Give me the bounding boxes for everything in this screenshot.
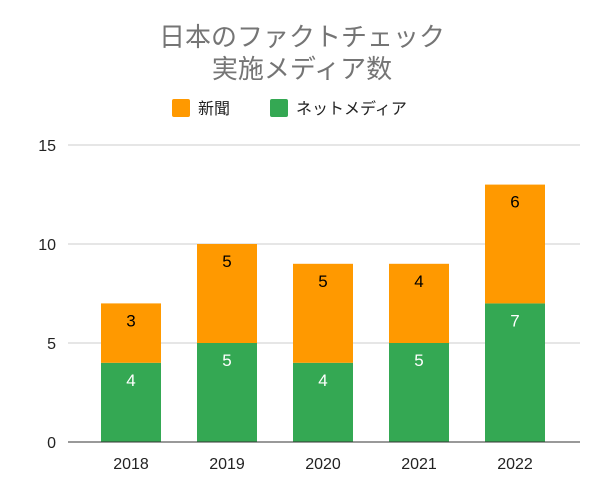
bars <box>101 184 545 442</box>
data-label-newspaper-2022: 6 <box>510 193 519 212</box>
legend: 新聞 ネットメディア <box>172 99 407 118</box>
data-label-net-media-2018: 4 <box>126 371 135 390</box>
y-tick-label: 0 <box>47 435 56 452</box>
bar-newspaper-2021 <box>389 263 449 343</box>
data-label-newspaper-2018: 3 <box>126 311 135 330</box>
legend-swatch-net-media <box>270 99 288 117</box>
bar-newspaper-2022 <box>485 184 545 304</box>
data-label-newspaper-2019: 5 <box>222 252 231 271</box>
bar-net-media-2022 <box>485 303 545 442</box>
data-label-net-media-2021: 5 <box>414 351 423 370</box>
data-label-net-media-2019: 5 <box>222 351 231 370</box>
bar-newspaper-2019 <box>197 244 257 343</box>
x-tick-label: 2020 <box>305 456 341 473</box>
x-tick-label: 2021 <box>401 456 437 473</box>
x-axis: 2018 2019 2020 2021 2022 <box>68 441 580 473</box>
y-tick-label: 10 <box>38 237 56 254</box>
bar-net-media-2020 <box>293 362 353 442</box>
legend-swatch-newspaper <box>172 99 190 117</box>
y-tick-label: 15 <box>38 138 56 155</box>
data-label-newspaper-2021: 4 <box>414 272 423 291</box>
chart-title-line-2: 実施メディア数 <box>212 55 392 85</box>
chart-title-line-1: 日本のファクトチェック <box>159 23 445 53</box>
bar-newspaper-2020 <box>293 263 353 363</box>
data-labels: 4 3 5 5 4 5 5 4 7 6 <box>126 193 519 390</box>
bar-net-media-2021 <box>389 343 449 442</box>
legend-label-net-media: ネットメディア <box>296 99 407 118</box>
x-tick-label: 2022 <box>497 456 533 473</box>
bar-net-media-2019 <box>197 343 257 442</box>
bar-net-media-2018 <box>101 362 161 442</box>
data-label-net-media-2020: 4 <box>318 371 327 390</box>
bar-newspaper-2018 <box>101 303 161 363</box>
x-tick-label: 2019 <box>209 456 245 473</box>
x-tick-label: 2018 <box>113 456 149 473</box>
data-label-newspaper-2020: 5 <box>318 272 327 291</box>
legend-label-newspaper: 新聞 <box>198 99 230 118</box>
data-label-net-media-2022: 7 <box>510 311 519 330</box>
y-tick-label: 5 <box>47 336 56 353</box>
